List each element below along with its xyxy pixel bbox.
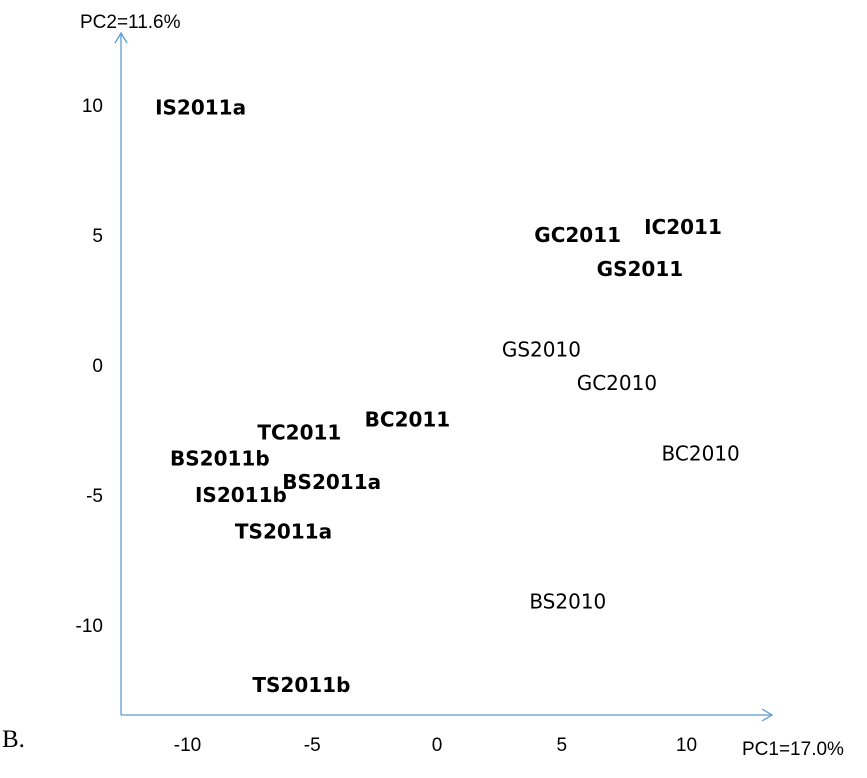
y-axis-arrow: [114, 31, 128, 44]
data-point-label: IS2011b: [195, 483, 287, 507]
data-points: IS2011a GC2011 IC2011 GS2011 GS2010 GC2010 BC2…: [155, 96, 740, 697]
data-point-label: GC2010: [577, 371, 657, 395]
panel-label: B.: [2, 726, 25, 753]
data-point-label: BS2011b: [170, 447, 270, 471]
axes: [114, 31, 774, 722]
data-point-label: IC2011: [644, 215, 722, 239]
data-point-label: GS2011: [597, 257, 683, 281]
x-tick-label: -5: [304, 735, 321, 756]
data-point-label: BC2010: [662, 441, 740, 465]
y-tick-label: 10: [82, 96, 103, 117]
y-tick-label: -10: [76, 616, 103, 637]
x-axis-title: PC1=17.0%: [742, 739, 844, 760]
x-tick-labels: -10 -5 0 5 10: [174, 735, 697, 756]
x-tick-label: 0: [432, 735, 443, 756]
data-point-label: BS2010: [529, 590, 606, 614]
x-axis-arrow: [761, 708, 774, 722]
y-tick-label: 0: [92, 356, 103, 377]
data-point-label: IS2011a: [155, 96, 246, 120]
y-tick-label: -5: [86, 486, 103, 507]
data-point-label: GS2010: [502, 337, 581, 361]
y-tick-label: 5: [92, 226, 103, 247]
data-point-label: GC2011: [534, 223, 621, 247]
y-axis-title: PC2=11.6%: [80, 12, 181, 33]
x-tick-label: 10: [676, 735, 697, 756]
data-point-label: TS2011b: [252, 673, 350, 697]
data-point-label: BS2011a: [282, 470, 381, 494]
x-tick-label: 5: [556, 735, 567, 756]
data-point-label: TS2011a: [235, 519, 332, 543]
data-point-label: BC2011: [365, 408, 451, 432]
x-tick-label: -10: [174, 735, 201, 756]
y-tick-labels: 10 5 0 -5 -10: [76, 96, 103, 637]
data-point-label: TC2011: [257, 421, 341, 445]
